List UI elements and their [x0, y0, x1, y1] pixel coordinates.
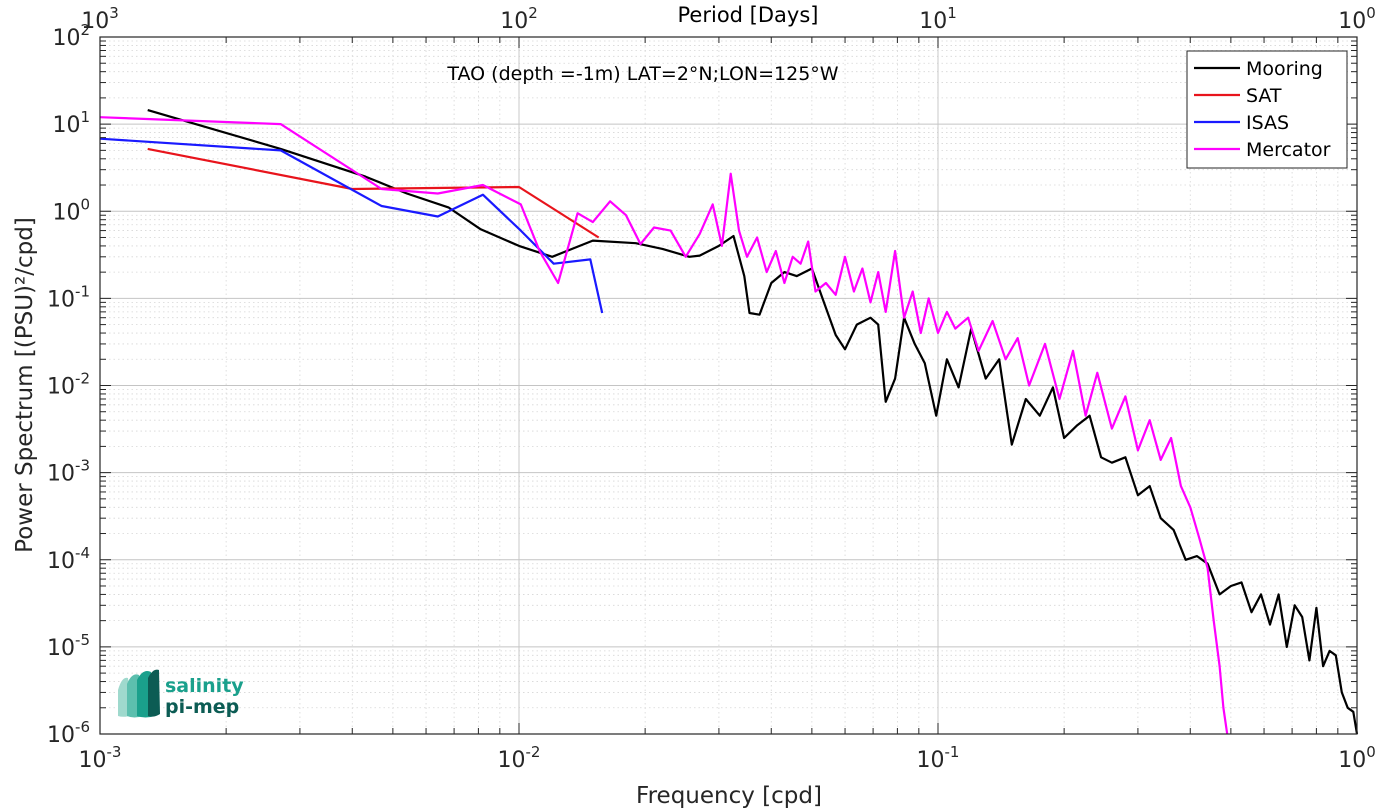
tick-marks — [99, 36, 1358, 735]
y-axis-title: Power Spectrum [(PSU)²/cpd] — [12, 217, 38, 553]
series-layer — [99, 109, 1359, 735]
x-tick-label: 10-3 — [79, 743, 122, 773]
y-tick-label: 10-5 — [47, 631, 90, 661]
y-tick-label: 10-3 — [47, 457, 90, 487]
top-axis-title: Period [Days] — [678, 3, 819, 27]
x-tick-label: 10-2 — [498, 743, 541, 773]
legend-items: Mooring SAT ISAS Mercator — [1194, 58, 1331, 161]
y-tick-label: 10-1 — [47, 282, 90, 312]
top-tick-labels: 103 102 101 100 — [81, 4, 1376, 34]
y-tick-label: 10-4 — [47, 544, 90, 574]
series-line-mooring — [147, 109, 1359, 735]
top-tick-label: 103 — [81, 4, 119, 34]
series-line-sat — [147, 147, 600, 239]
top-tick-label: 100 — [1338, 4, 1376, 34]
series-line-mercator — [99, 116, 1229, 735]
y-tick-label: 10-6 — [47, 718, 90, 748]
legend-label-sat: SAT — [1246, 85, 1282, 107]
y-tick-labels: 102 101 100 10-1 10-2 10-3 10-4 10-5 10-6 — [47, 21, 90, 748]
legend: Mooring SAT ISAS Mercator — [1186, 50, 1348, 169]
logo-text-salinity: salinity — [165, 675, 244, 697]
top-tick-label: 102 — [500, 4, 538, 34]
x-tick-label: 10-1 — [917, 743, 960, 773]
x-tick-labels: 10-3 10-2 10-1 100 — [79, 743, 1376, 773]
series-line-isas — [99, 137, 604, 314]
y-tick-label: 10-2 — [47, 370, 90, 400]
top-tick-label: 101 — [919, 4, 957, 34]
legend-label-isas: ISAS — [1246, 112, 1289, 134]
logo-wave-icon — [118, 669, 160, 718]
y-tick-label: 102 — [52, 21, 90, 51]
station-annotation: TAO (depth =-1m) LAT=2°N;LON=125°W — [446, 63, 838, 85]
y-tick-label: 101 — [52, 108, 90, 138]
salinity-pi-mep-logo: salinity pi-mep — [118, 669, 244, 718]
legend-label-mooring: Mooring — [1246, 58, 1323, 80]
x-tick-label: 100 — [1338, 743, 1376, 773]
y-tick-label: 100 — [52, 195, 90, 225]
legend-label-mercator: Mercator — [1246, 139, 1331, 161]
logo-text-pi-mep: pi-mep — [165, 696, 239, 718]
x-axis-title: Frequency [cpd] — [636, 783, 822, 809]
